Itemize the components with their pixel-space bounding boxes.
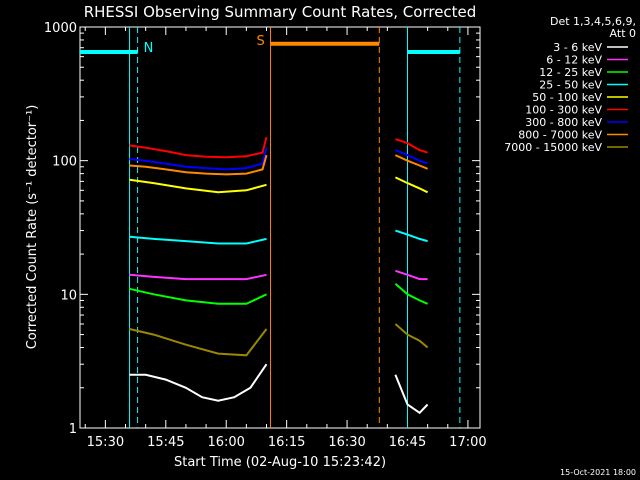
series-line-5 [395,138,428,154]
series-line-3 [395,229,428,243]
legend-label: 7000 - 15000 keV [504,141,602,154]
x-axis-label: Start Time (02-Aug-10 15:23:42) [174,455,386,470]
series-line-1 [129,273,267,281]
series-line-4 [394,176,429,194]
x-tick-label: 15:30 [87,435,124,450]
series-line-8 [129,328,268,357]
series-line-5 [129,136,268,159]
legend-label: 6 - 12 keV [546,54,602,67]
series-line-0 [129,363,268,402]
x-tick-label: 15:45 [147,435,184,450]
x-tick-label: 16:30 [328,435,365,450]
timestamp: 15-Oct-2021 18:00 [560,468,636,477]
x-tick-label: 16:00 [207,435,244,450]
series-line-6 [395,149,428,165]
night-label: N [144,41,154,56]
y-tick-label: 1 [69,422,77,437]
x-tick-label: 17:00 [449,435,486,450]
legend-label: 100 - 300 keV [525,104,602,117]
plot-area: 15:30 15:45 16:00 16:15 16:30 16:45 17:00 1 10 10… [44,21,487,450]
y-tick-label: 100 [52,155,77,170]
legend-header: Att 0 [610,27,636,40]
legend-label: 3 - 6 keV [553,41,602,54]
plot-frame [79,26,481,429]
series-line-1 [395,269,428,281]
saa-label: S [257,34,265,49]
legend-label: 25 - 50 keV [539,79,602,92]
x-tick-label: 16:15 [268,435,305,450]
series-line-3 [129,235,267,245]
series-line-0 [394,374,429,415]
y-tick-label: 1000 [44,21,77,36]
legend-label: 800 - 7000 keV [518,129,602,142]
legend-label: 12 - 25 keV [539,66,602,79]
series-line-7 [129,154,268,176]
legend-header: Det 1,3,4,5,6,9, [550,15,636,28]
legend-label: 300 - 800 keV [525,116,602,129]
chart-title: RHESSI Observing Summary Count Rates, Co… [84,3,477,21]
y-axis-label: Corrected Count Rate (s⁻¹ detector⁻¹) [25,105,40,350]
series-line-2 [394,282,428,305]
legend-label: 50 - 100 keV [532,91,602,104]
x-tick-label: 16:45 [389,435,426,450]
y-tick-label: 10 [60,288,77,303]
series-line-8 [394,323,429,349]
series-line-2 [129,287,267,305]
series-line-6 [129,147,268,171]
series-line-4 [129,178,267,194]
series-line-7 [394,154,428,170]
